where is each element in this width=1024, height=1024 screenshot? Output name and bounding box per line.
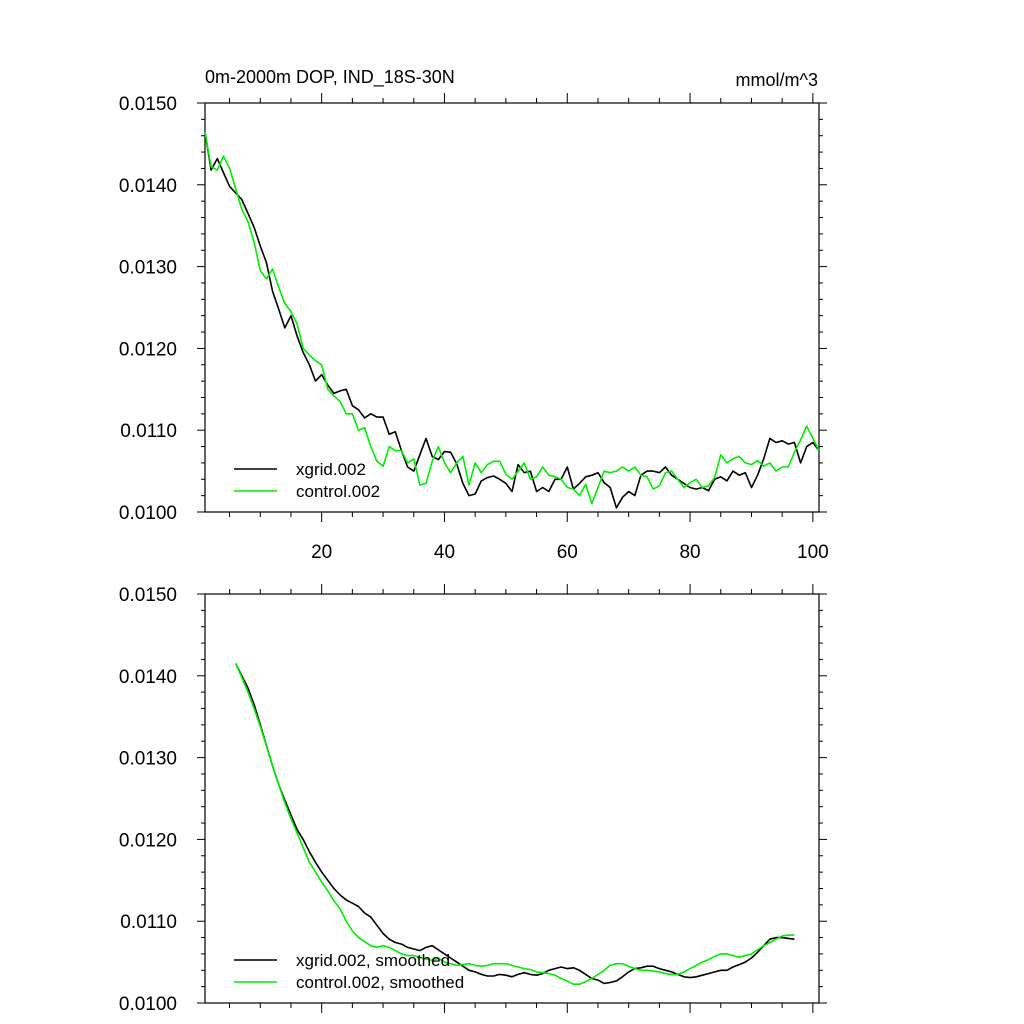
legend-label-xgrid-002-smoothed: xgrid.002, smoothed (296, 951, 450, 970)
x-tick-label: 80 (679, 542, 700, 563)
series-line-control-002-smoothed (234, 663, 795, 986)
legend-label-xgrid-002: xgrid.002 (296, 460, 366, 479)
bottom-panel: 0.0150 0.0140 0.0130 0.0120 0.0110 0.0100 xgri… (119, 584, 827, 1015)
y-tick-label: 0.0100 (119, 994, 177, 1015)
series-line-xgrid-002-smoothed (234, 663, 795, 985)
y-tick-label: 0.0140 (119, 176, 177, 197)
plot-frame (204, 593, 820, 1004)
y-tick-label: 0.0150 (119, 94, 177, 115)
y-tick-label: 0.0130 (119, 258, 177, 279)
y-tick-label: 0.0120 (119, 830, 177, 851)
x-tick-label: 40 (434, 542, 455, 563)
legend-label-control-002-smoothed: control.002, smoothed (296, 973, 464, 992)
series-line-xgrid-002 (204, 131, 820, 509)
top-panel: 0.0150 0.0140 0.0130 0.0120 0.0110 0.0100 20 40… (119, 93, 829, 563)
legend-label-control-002: control.002 (296, 482, 380, 501)
plot-frame (204, 102, 820, 513)
chart-title: 0m-2000m DOP, IND_18S-30N (205, 67, 455, 88)
y-tick-label: 0.0120 (119, 339, 177, 360)
y-tick-label: 0.0100 (119, 503, 177, 524)
units-label: mmol/m^3 (736, 70, 818, 90)
y-tick-label: 0.0150 (119, 585, 177, 606)
series-line-control-002 (204, 131, 820, 505)
y-tick-label: 0.0110 (120, 421, 177, 442)
y-tick-label: 0.0110 (120, 912, 177, 933)
x-tick-label: 100 (797, 542, 829, 563)
y-tick-label: 0.0140 (119, 667, 177, 688)
x-tick-label: 60 (557, 542, 578, 563)
y-tick-label: 0.0130 (119, 749, 177, 770)
x-tick-label: 20 (311, 542, 332, 563)
